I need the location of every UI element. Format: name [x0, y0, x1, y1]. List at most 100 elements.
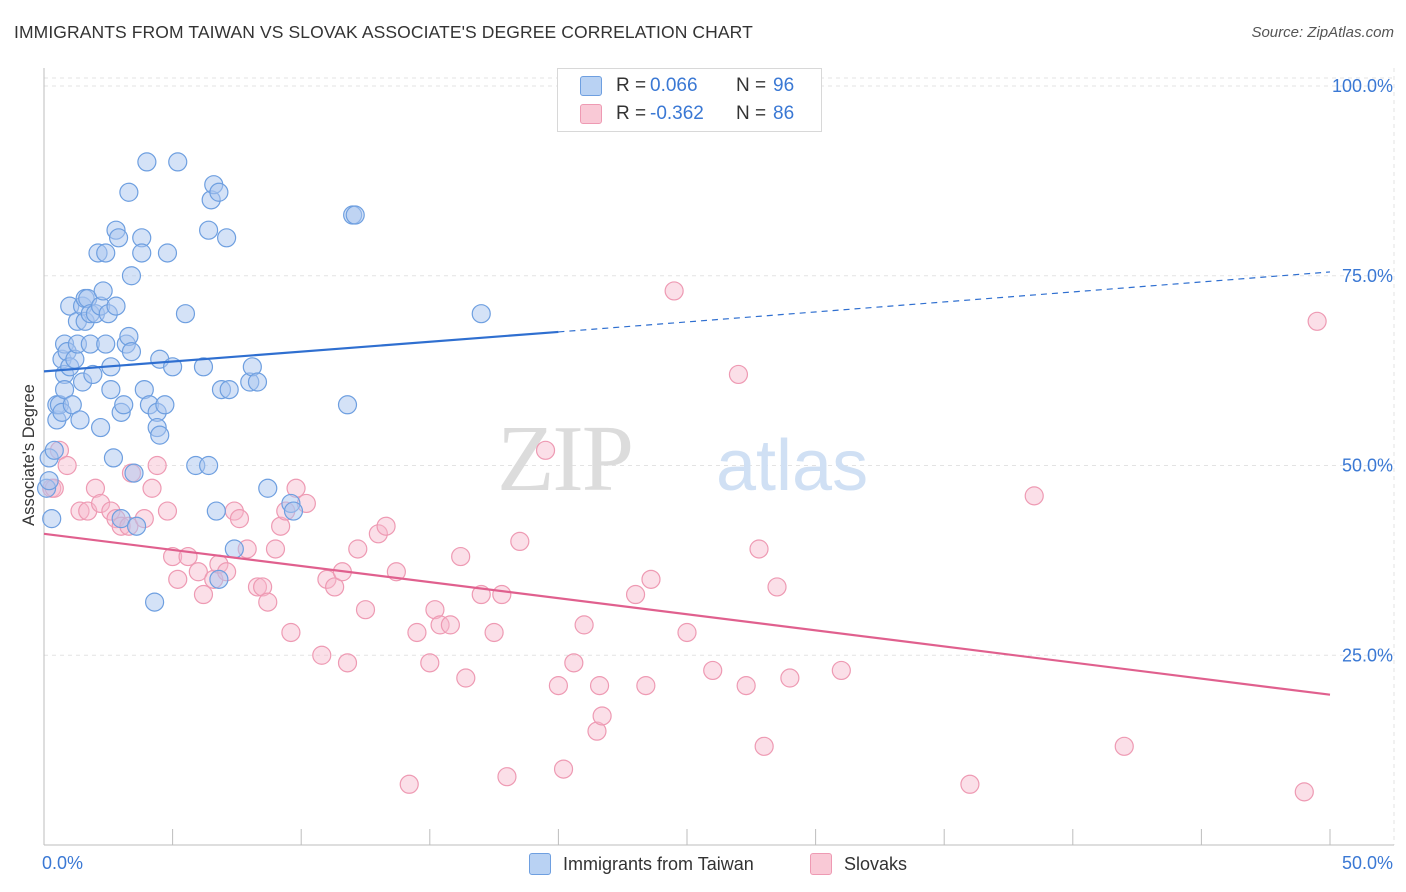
watermark: ZIP atlas	[497, 407, 868, 511]
slovaks-point	[451, 546, 471, 567]
slovaks-point	[587, 721, 607, 741]
slovaks-point	[368, 524, 388, 544]
slovaks-point	[229, 509, 250, 529]
tick-labels: 100.0% 75.0% 50.0% 25.0% 0.0% 50.0%	[42, 76, 1393, 873]
source-label: Source: ZipAtlas.com	[1251, 24, 1394, 41]
y-tick-label: 100.0%	[1332, 76, 1393, 96]
taiwan-point	[101, 380, 121, 400]
slovaks-point	[142, 478, 162, 498]
slovaks-point	[253, 577, 273, 597]
bottom-legend-label-taiwan: Immigrants from Taiwan	[563, 853, 754, 874]
taiwan-point	[54, 380, 75, 400]
taiwan-point	[126, 516, 147, 536]
slovaks-point	[780, 668, 800, 688]
slovaks-point	[57, 455, 77, 476]
trend-lines	[43, 271, 1331, 696]
taiwan-point	[345, 205, 365, 225]
taiwan-point	[471, 304, 491, 324]
x-tick-label: 0.0%	[42, 853, 83, 873]
watermark-zip: ZIP	[497, 407, 632, 511]
slovaks-point	[265, 539, 286, 559]
slovaks-point	[399, 774, 419, 794]
taiwan-point	[62, 395, 82, 415]
slovaks-point	[677, 622, 697, 643]
taiwan-point	[150, 425, 170, 445]
taiwan-point	[209, 569, 229, 589]
legend-r-value: 0.066	[650, 75, 698, 96]
legend-n-value: 96	[773, 75, 795, 96]
legend-r-value: -0.362	[650, 103, 704, 124]
taiwan-point	[144, 592, 165, 612]
slovaks-point	[728, 364, 749, 385]
slovaks-point	[754, 736, 774, 756]
slovaks-point	[90, 493, 111, 514]
slovaks-point	[85, 478, 106, 498]
bottom-legend-slovaks: Slovaks	[810, 850, 907, 878]
axes	[43, 68, 1394, 846]
legend-n-value: 86	[773, 103, 795, 124]
slovaks-point	[258, 592, 278, 612]
taiwan-point	[199, 455, 219, 476]
taiwan-point	[93, 281, 113, 301]
taiwan-point	[206, 501, 226, 521]
slovaks-point	[664, 281, 684, 301]
slovaks-point	[168, 569, 188, 589]
taiwan-trend-extension	[558, 271, 1331, 333]
taiwan-points	[36, 152, 491, 612]
slovaks-point	[535, 440, 556, 460]
slovaks-point	[420, 653, 440, 673]
slovaks-point	[553, 759, 574, 779]
slovaks-point	[510, 531, 530, 552]
taiwan-point	[83, 364, 103, 385]
slovaks-point	[430, 615, 450, 635]
slovaks-point	[625, 584, 646, 605]
taiwan-point	[121, 342, 142, 362]
taiwan-point	[155, 395, 175, 415]
slovaks-trend-line	[43, 532, 1331, 696]
slovaks-point	[831, 660, 851, 681]
slovaks-point	[355, 600, 376, 620]
slovaks-point	[325, 577, 345, 597]
slovaks-point	[1024, 486, 1044, 506]
slovaks-point	[337, 653, 358, 673]
slovaks-point	[564, 653, 584, 673]
taiwan-point	[199, 220, 219, 240]
slovaks-point	[548, 676, 569, 696]
taiwan-point	[175, 304, 196, 324]
slovaks-point	[703, 660, 723, 681]
taiwan-point	[209, 182, 229, 202]
slovaks-point	[1114, 736, 1134, 756]
slovaks-point	[70, 501, 90, 521]
taiwan-point	[103, 448, 124, 468]
x-tick-label: 50.0%	[1342, 853, 1393, 873]
legend-r-label: R =	[616, 75, 647, 96]
slovaks-point	[456, 668, 476, 688]
legend-r-label: R =	[616, 103, 647, 124]
legend-swatch-taiwan	[580, 76, 602, 96]
taiwan-point	[157, 243, 178, 263]
slovaks-point	[312, 645, 332, 665]
taiwan-point	[96, 243, 116, 263]
y-tick-label: 25.0%	[1342, 645, 1393, 665]
bottom-legend-label-slovaks: Slovaks	[844, 853, 908, 874]
taiwan-point	[39, 471, 59, 491]
legend-row-slovaks: R = -0.362 N = 86	[580, 101, 794, 127]
slovaks-point	[271, 516, 291, 536]
slovaks-point	[767, 577, 787, 597]
correlation-legend: R = 0.066 N = 96 R = -0.362 N = 86	[557, 68, 822, 132]
slovaks-point	[425, 600, 445, 620]
taiwan-point	[258, 478, 278, 498]
slovaks-point	[147, 455, 167, 476]
slovaks-point	[636, 676, 656, 696]
chart-title: IMMIGRANTS FROM TAIWAN VS SLOVAK ASSOCIA…	[14, 22, 753, 42]
slovaks-point	[574, 615, 594, 635]
slovaks-point	[641, 569, 661, 589]
slovaks-point	[1307, 311, 1327, 331]
legend-swatch-slovaks	[580, 104, 602, 124]
taiwan-point	[337, 395, 358, 415]
taiwan-point	[42, 509, 62, 529]
watermark-atlas: atlas	[716, 426, 868, 506]
slovaks-point	[736, 676, 756, 696]
slovaks-point	[163, 546, 183, 567]
